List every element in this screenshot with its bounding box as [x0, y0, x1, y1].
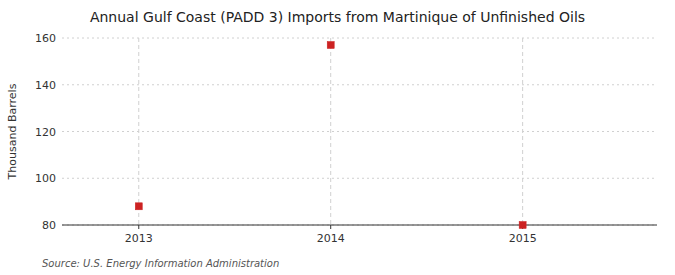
x-tick-label: 2014 [317, 232, 345, 245]
chart-svg: Annual Gulf Coast (PADD 3) Imports from … [0, 0, 675, 275]
x-tick [330, 225, 331, 229]
points [135, 42, 526, 229]
point [327, 42, 334, 49]
y-tick-label: 120 [35, 126, 56, 139]
grid-line-y [62, 84, 657, 85]
grid-line-y [62, 178, 657, 179]
y-ticks: 80 100 120 140 160 [35, 32, 56, 232]
x-tick-label: 2015 [509, 232, 537, 245]
x-tick [138, 225, 139, 229]
x-axis-line [62, 225, 657, 226]
grid [62, 38, 657, 225]
grid-line-y [62, 38, 657, 39]
y-tick-label: 100 [35, 172, 56, 185]
chart-container: Annual Gulf Coast (PADD 3) Imports from … [0, 0, 675, 275]
grid-line-y [62, 131, 657, 132]
grid-line-x [138, 38, 139, 225]
y-axis-label: Thousand Barrels [6, 83, 19, 180]
title: Annual Gulf Coast (PADD 3) Imports from … [90, 9, 585, 25]
y-tick-label: 140 [35, 79, 56, 92]
grid-line-x [330, 38, 331, 225]
y-tick-label: 160 [35, 32, 56, 45]
point [135, 203, 142, 210]
y-tick-label: 80 [42, 219, 56, 232]
x-tick-label: 2013 [125, 232, 153, 245]
point [519, 222, 526, 229]
source: Source: U.S. Energy Information Administ… [42, 258, 279, 269]
grid-line-x [522, 38, 523, 225]
x-ticks: 2013 2014 2015 [125, 225, 537, 245]
grid-line-y [62, 225, 657, 226]
